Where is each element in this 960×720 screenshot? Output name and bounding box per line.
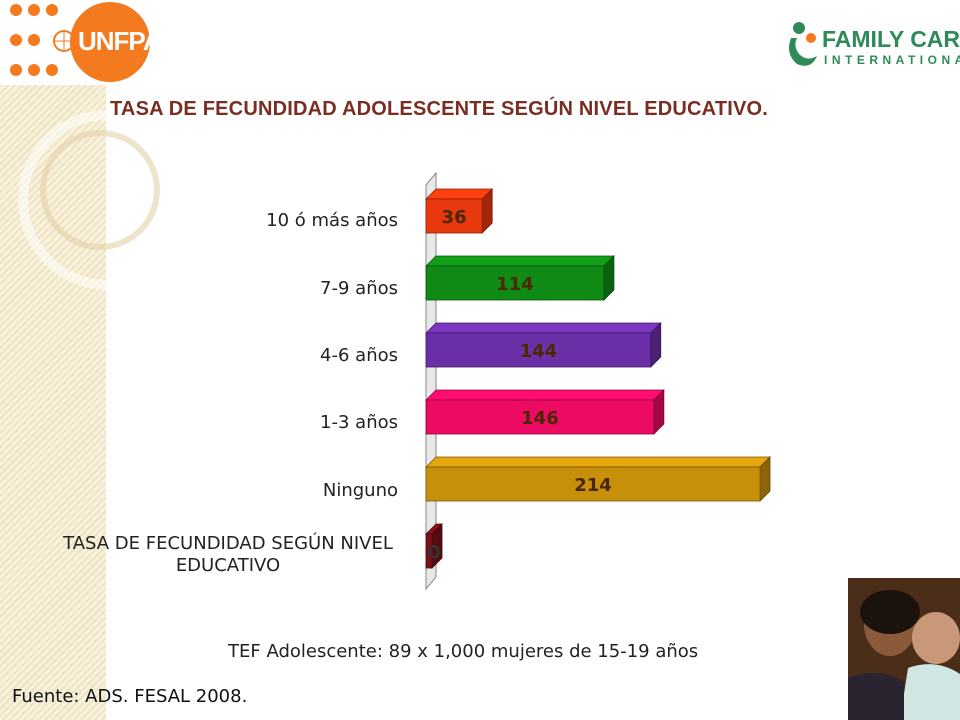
- source-note: Fuente: ADS. FESAL 2008.: [12, 686, 248, 707]
- unfpa-logo-text: UNFPA: [78, 26, 162, 56]
- bar-value-label: 36: [442, 207, 467, 228]
- mother-child-photo: [848, 578, 960, 720]
- bar-top-face: [425, 456, 771, 468]
- bar-top-face: [425, 389, 665, 401]
- chart-title: TASA DE FECUNDIDAD ADOLESCENTE SEGÚN NIV…: [110, 98, 769, 120]
- bar: [425, 332, 652, 368]
- category-label: TASA DE FECUNDIDAD SEGÚN NIVEL EDUCATIVO: [63, 533, 393, 576]
- bar: [425, 265, 605, 301]
- unfpa-logo: [10, 2, 150, 82]
- tef-note: TEF Adolescente: 89 x 1,000 mujeres de 1…: [228, 641, 699, 662]
- bar: [425, 198, 483, 234]
- bar-top-face: [425, 322, 662, 334]
- bar-value-label: 114: [496, 274, 534, 295]
- bar-top-face: [425, 188, 494, 200]
- bar-value-label: 144: [520, 341, 558, 362]
- category-label: 7-9 años: [320, 278, 398, 299]
- bar: [425, 399, 655, 435]
- category-label: 1-3 años: [320, 412, 398, 433]
- bar: [425, 466, 761, 502]
- bar-value-label: 146: [521, 408, 559, 429]
- bar-top-face: [425, 255, 615, 267]
- decorative-ring: [18, 110, 198, 290]
- category-label: 4-6 años: [320, 345, 398, 366]
- bar: [425, 533, 433, 569]
- category-label: 10 ó más años: [266, 210, 398, 231]
- bar-value-label: 0: [428, 542, 441, 563]
- family-care-logo-icon: [789, 22, 817, 66]
- family-care-logo-line1: FAMILY CARE: [822, 26, 960, 52]
- family-care-logo-line2: INTERNATIONAL: [824, 53, 960, 67]
- decorative-ring-inner: [40, 130, 160, 250]
- bar-value-label: 214: [574, 475, 612, 496]
- category-label: Ninguno: [322, 480, 398, 501]
- bar-chart: 36 114 144 146 214 0: [425, 171, 771, 591]
